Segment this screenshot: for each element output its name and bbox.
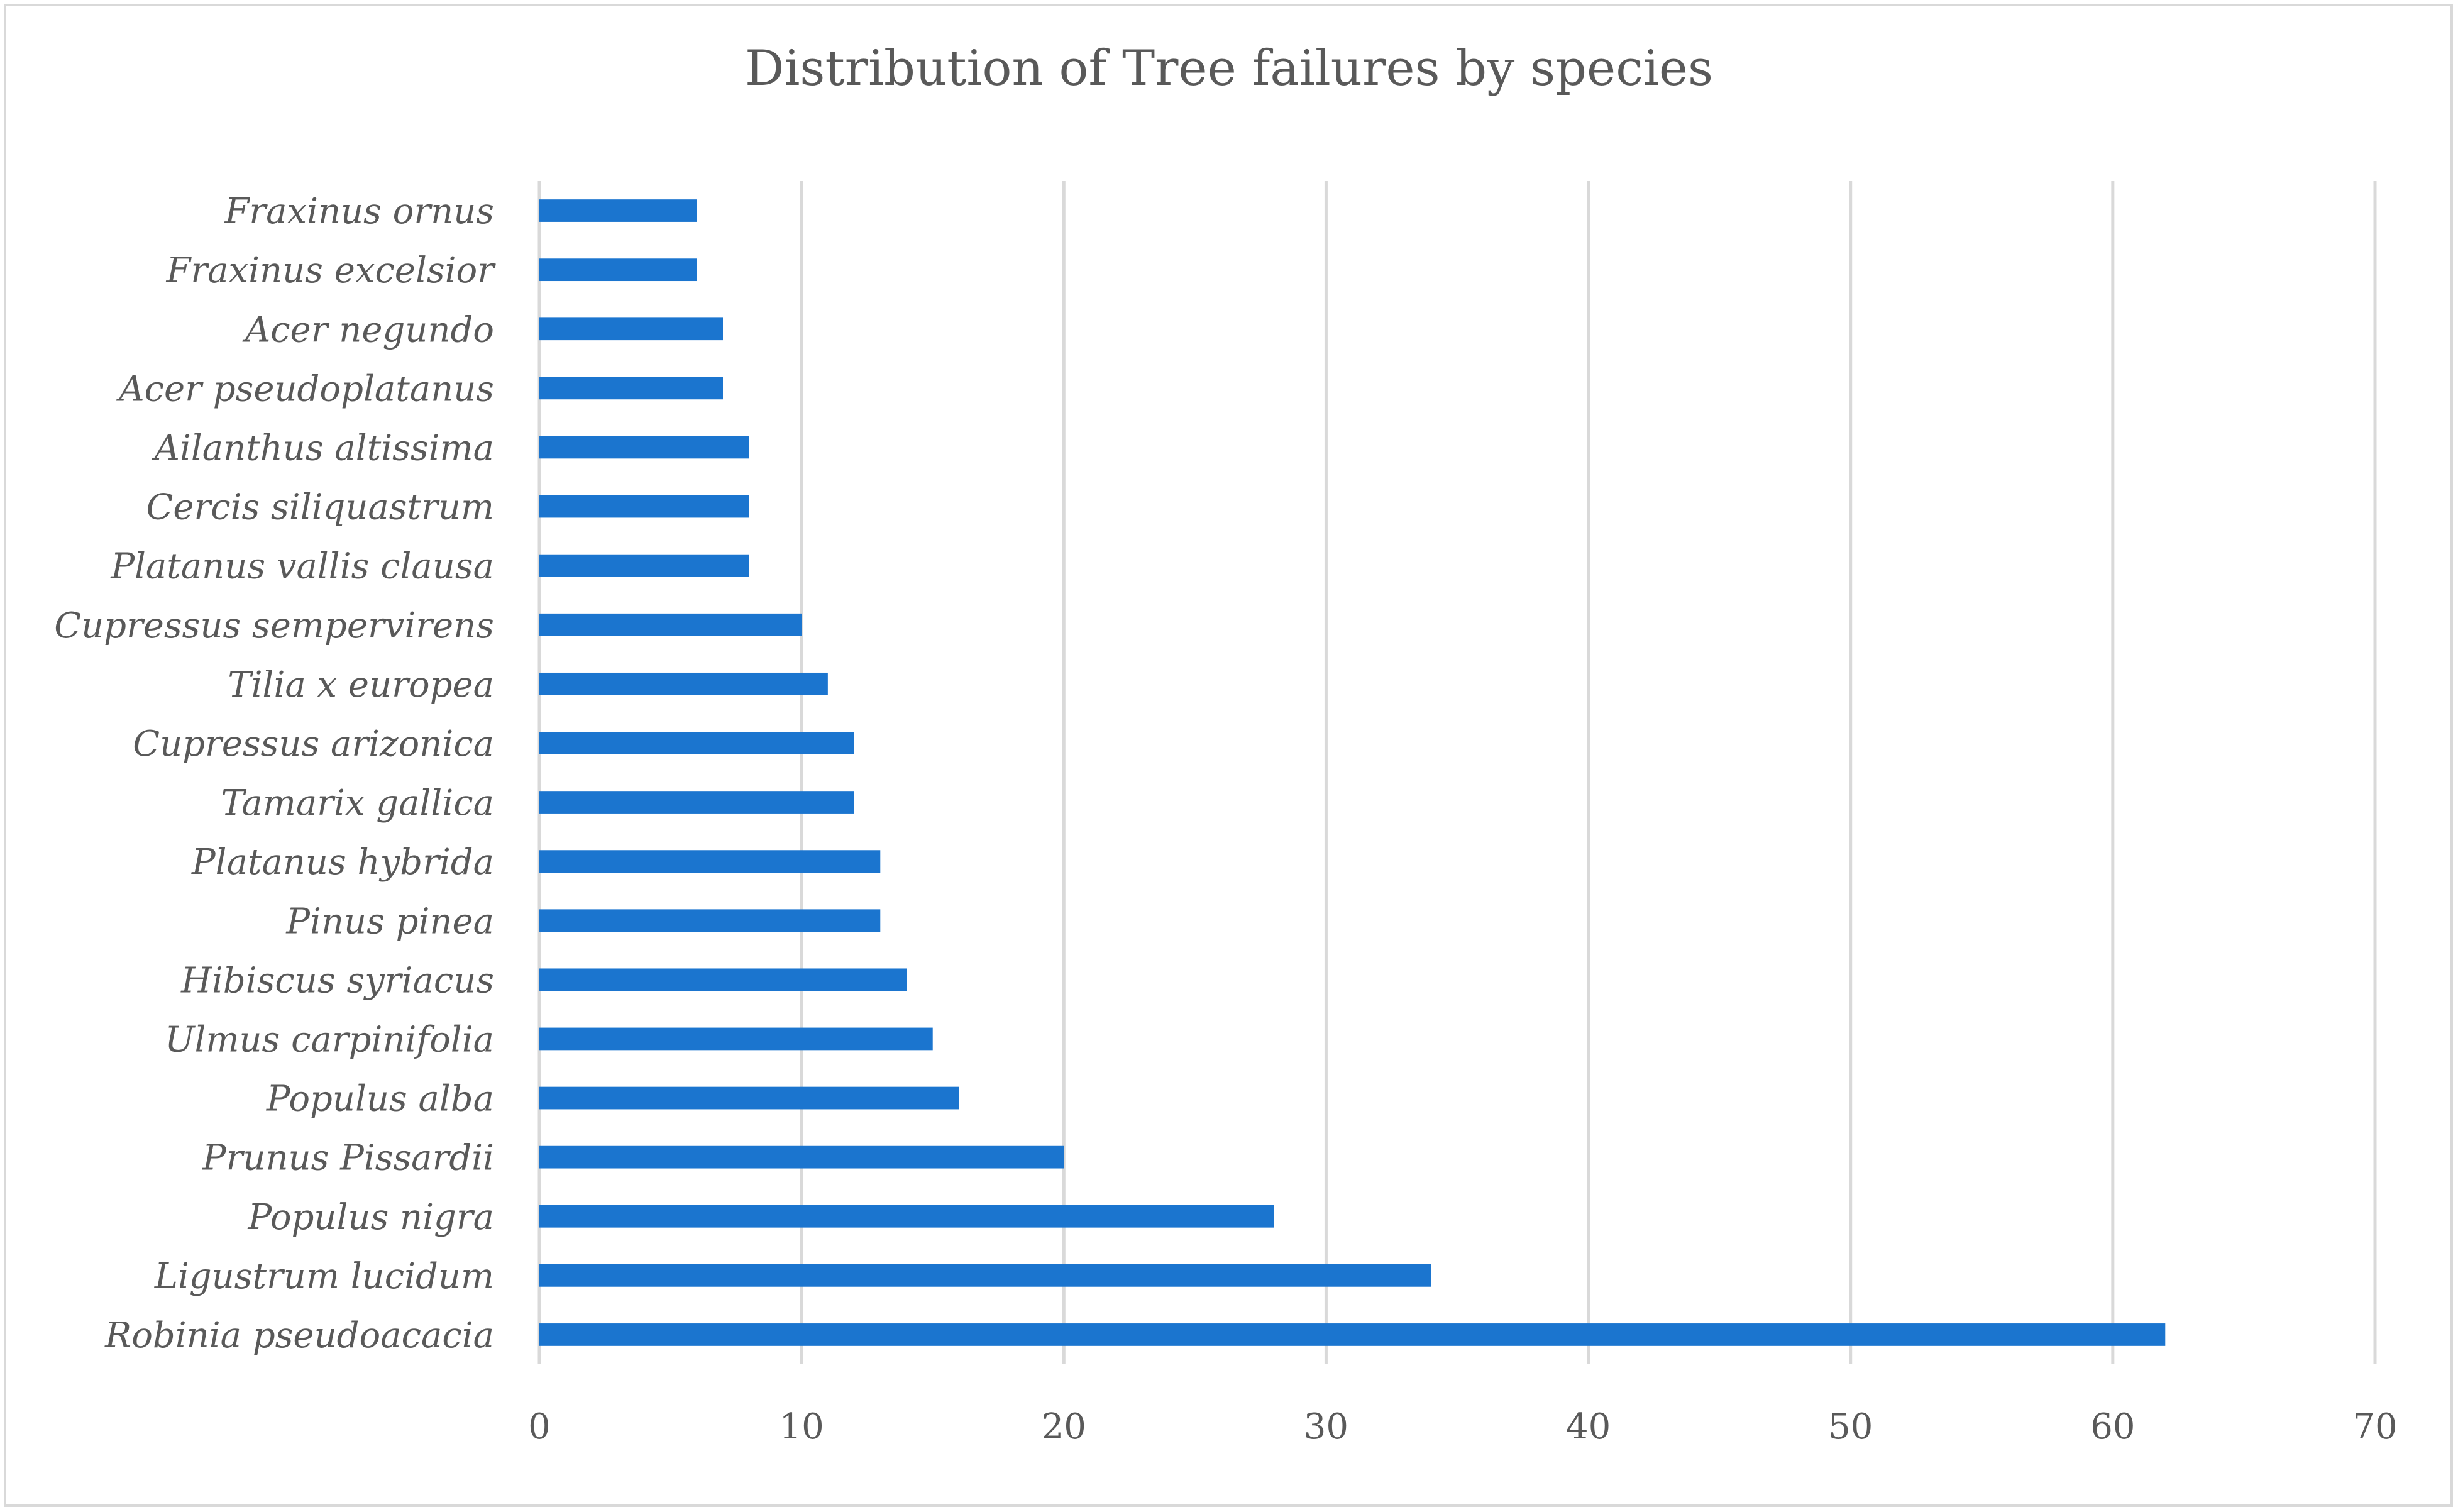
category-label: Hibiscus syriacus: [180, 960, 494, 1001]
category-label: Cupressus sempervirens: [54, 605, 494, 646]
bar: [539, 317, 723, 341]
x-tick-label: 60: [2090, 1406, 2135, 1447]
category-label: Ailanthus altissima: [152, 428, 494, 468]
bar: [539, 495, 749, 518]
category-label: Tilia x europea: [228, 665, 494, 705]
bar: [539, 791, 854, 814]
category-label: Acer pseudoplatanus: [116, 368, 494, 409]
category-label: Acer negundo: [242, 309, 494, 350]
category-label: Cupressus arizonica: [133, 724, 494, 764]
bar: [539, 1086, 959, 1110]
category-label: Platanus hybrida: [191, 842, 494, 883]
category-label: Prunus Pissardii: [202, 1138, 494, 1179]
x-tick-label: 10: [780, 1406, 824, 1447]
bar: [539, 377, 723, 400]
x-tick-label: 0: [528, 1406, 551, 1447]
x-tick-label: 70: [2352, 1406, 2397, 1447]
x-tick-label: 40: [1566, 1406, 1611, 1447]
bar: [539, 1205, 1274, 1228]
bar: [539, 1145, 1064, 1169]
bar: [539, 968, 907, 991]
category-label: Tamarix gallica: [221, 783, 494, 824]
bar: [539, 1027, 933, 1051]
category-label: Fraxinus ornus: [224, 191, 494, 232]
bar: [539, 732, 854, 754]
category-label: Cercis siliquastrum: [146, 487, 494, 528]
bar: [539, 672, 828, 695]
x-tick-label: 20: [1042, 1406, 1086, 1447]
category-label: Populus alba: [266, 1079, 494, 1120]
bar: [539, 1323, 2166, 1346]
category-label: Platanus vallis clausa: [110, 546, 494, 587]
bar: [539, 258, 697, 282]
category-label: Fraxinus excelsior: [166, 250, 497, 291]
chart-frame: [4, 4, 2453, 1507]
bar: [539, 613, 802, 636]
category-label: Robinia pseudoacacia: [104, 1315, 494, 1356]
bar: [539, 850, 881, 873]
x-tick-label: 50: [1828, 1406, 1873, 1447]
bar: [539, 1264, 1431, 1287]
bar: [539, 199, 697, 222]
category-label: Pinus pinea: [285, 901, 494, 942]
chart-title: Distribution of Tree failures by species: [744, 40, 1714, 97]
bar: [539, 909, 881, 932]
category-label: Ulmus carpinifolia: [165, 1019, 494, 1060]
bar: [539, 436, 749, 459]
category-label: Populus nigra: [247, 1197, 494, 1238]
bar: [539, 554, 749, 577]
category-label: Ligustrum lucidum: [154, 1256, 494, 1297]
x-tick-label: 30: [1304, 1406, 1348, 1447]
